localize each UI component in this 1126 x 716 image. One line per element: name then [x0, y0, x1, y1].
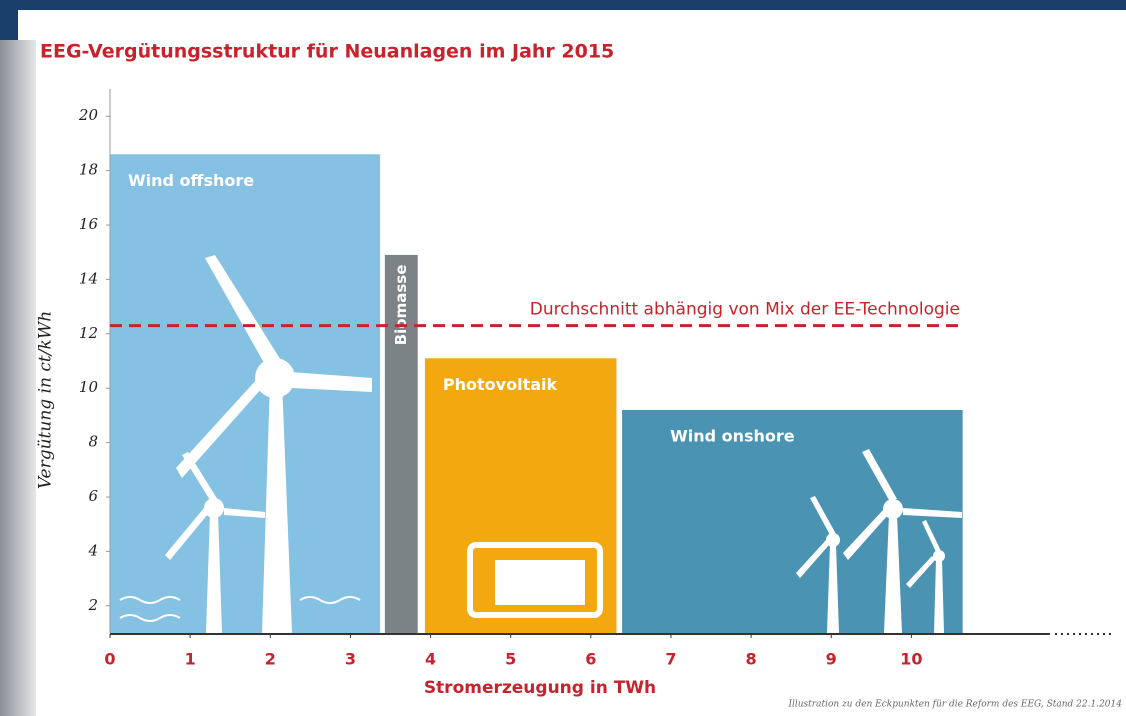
x-tick-label: 6	[585, 650, 596, 669]
y-tick-label: 18	[79, 161, 98, 179]
bar-label: Photovoltaik	[443, 375, 558, 394]
bar-label: Wind offshore	[128, 171, 254, 190]
chart-title: EEG-Vergütungsstruktur für Neuanlagen im…	[40, 41, 614, 63]
y-tick-label: 10	[79, 378, 99, 396]
x-tick-label: 10	[900, 650, 922, 669]
y-tick-label: 4	[87, 541, 98, 559]
x-tick-label: 4	[425, 650, 436, 669]
x-tick-label: 3	[345, 650, 356, 669]
bar-label: Wind onshore	[670, 426, 795, 445]
y-tick-label: 20	[78, 106, 99, 124]
x-tick-label: 1	[185, 650, 196, 669]
reference-label: Durchschnitt abhängig von Mix der EE-Tec…	[530, 300, 960, 320]
x-tick-label: 7	[665, 650, 676, 669]
y-tick-label: 2	[87, 596, 98, 614]
chart: EEG-Vergütungsstruktur für Neuanlagen im…	[0, 0, 1126, 716]
x-tick-label: 5	[505, 650, 516, 669]
x-tick-label: 0	[104, 650, 115, 669]
x-tick-label: 2	[265, 650, 276, 669]
note: Illustration zu den Eckpunkten für die R…	[787, 700, 1122, 710]
side-strip	[0, 40, 36, 716]
y-tick-label: 16	[79, 215, 99, 233]
y-tick-label: 12	[79, 324, 98, 342]
x-tick-label: 9	[826, 650, 837, 669]
solar-panel	[495, 560, 585, 605]
x-axis-label: Stromerzeugung in TWh	[424, 678, 656, 698]
bar-label: Biomasse	[392, 265, 410, 346]
x-tick-label: 8	[746, 650, 757, 669]
y-tick-label: 6	[88, 487, 98, 505]
y-axis-label: Vergütung in ct/kWh	[36, 311, 56, 489]
y-tick-label: 14	[79, 269, 98, 287]
y-tick-label: 8	[88, 433, 98, 451]
